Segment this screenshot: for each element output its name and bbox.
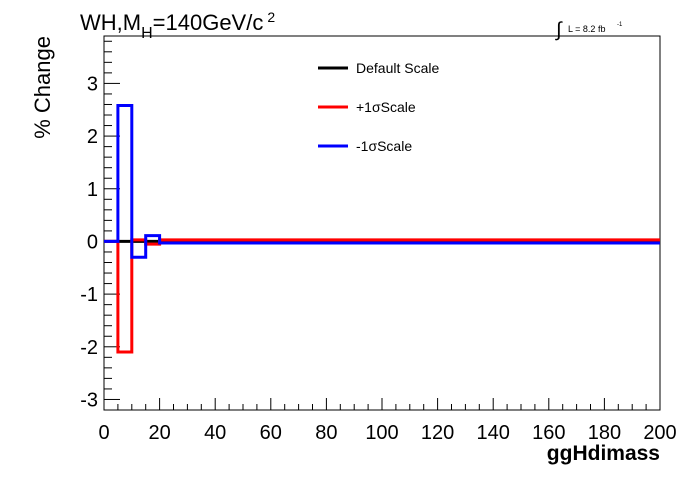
title-rest: =140GeV/c [153,10,264,35]
lumi-exponent: -1 [617,22,623,28]
title-main: WH,M [80,10,141,35]
x-axis-label: ggHdimass [547,442,660,465]
lumi-text: L = 8.2 fb [568,24,605,34]
axis-ticks [103,40,661,411]
series-layer [104,104,660,354]
x-tick-label: 200 [643,422,676,444]
x-tick-label: 0 [98,422,109,444]
title-superscript: 2 [267,9,275,25]
x-tick-label: 80 [315,422,337,444]
series-line-2 [104,238,660,354]
x-tick-label: 140 [477,422,510,444]
y-tick-label: -3 [80,389,98,411]
legend: Default Scale +1σScale -1σScale [318,60,439,154]
x-tick-label: 40 [204,422,226,444]
y-tick-label: -1 [80,284,98,306]
title-subscript: H [141,25,153,42]
x-tick-label: 120 [421,422,454,444]
chart-title: WH,MH=140GeV/c 2 [80,9,275,42]
y-tick-label: 1 [87,179,98,201]
lumi-label: ∫ L = 8.2 fb -1 [555,19,623,41]
legend-label-1: Default Scale [356,60,439,76]
legend-label-2: +1σScale [356,99,416,115]
x-tick-label: 180 [588,422,621,444]
x-tick-label: 20 [148,422,170,444]
y-axis-label: % Change [30,36,55,139]
y-tick-label: -2 [80,337,98,359]
plot-frame [103,35,661,411]
legend-label-3: -1σScale [356,138,412,154]
x-tick-label: 60 [260,422,282,444]
y-tick-label: 3 [87,73,98,95]
series-line-3 [104,104,660,259]
tick-labels: 0 20 40 60 80 100 120 140 160 180 200 -3 -2 -1 0 1 2 3 [80,73,676,444]
y-tick-label: 0 [87,231,98,253]
integral-symbol: ∫ [555,19,563,41]
y-tick-label: 2 [87,126,98,148]
x-tick-label: 160 [532,422,565,444]
x-tick-label: 100 [365,422,398,444]
